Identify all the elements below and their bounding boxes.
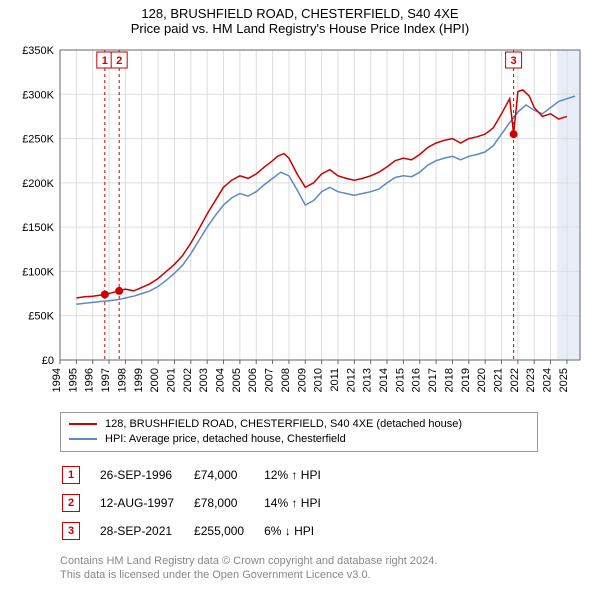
svg-text:2003: 2003 bbox=[198, 368, 210, 392]
svg-text:£150K: £150K bbox=[22, 222, 54, 234]
svg-text:2005: 2005 bbox=[231, 368, 243, 392]
svg-text:2021: 2021 bbox=[493, 368, 505, 392]
svg-text:2022: 2022 bbox=[509, 368, 521, 392]
sale-marker: 1 bbox=[62, 466, 80, 484]
svg-text:£350K: £350K bbox=[22, 45, 54, 57]
svg-text:2014: 2014 bbox=[378, 368, 390, 392]
svg-text:3: 3 bbox=[511, 55, 517, 67]
svg-text:2006: 2006 bbox=[247, 368, 259, 392]
svg-text:1: 1 bbox=[102, 55, 108, 67]
sale-price: £78,000 bbox=[194, 490, 262, 516]
svg-text:2020: 2020 bbox=[476, 368, 488, 392]
svg-text:2009: 2009 bbox=[296, 368, 308, 392]
svg-text:£50K: £50K bbox=[28, 311, 54, 323]
svg-text:2016: 2016 bbox=[411, 368, 423, 392]
sale-row: 3 28-SEP-2021£255,0006% ↓ HPI bbox=[62, 518, 339, 544]
svg-text:1997: 1997 bbox=[100, 368, 112, 392]
svg-text:2004: 2004 bbox=[215, 368, 227, 392]
svg-text:2012: 2012 bbox=[345, 368, 357, 392]
footnote: Contains HM Land Registry data © Crown c… bbox=[60, 554, 592, 583]
sale-date: 28-SEP-2021 bbox=[100, 518, 192, 544]
title-subtitle: Price paid vs. HM Land Registry's House … bbox=[8, 21, 592, 36]
svg-text:2017: 2017 bbox=[427, 368, 439, 392]
sale-marker: 2 bbox=[62, 494, 80, 512]
sales-table: 1 26-SEP-1996£74,00012% ↑ HPI 2 12-AUG-1997… bbox=[60, 460, 341, 546]
svg-text:2007: 2007 bbox=[264, 368, 276, 392]
sale-price: £74,000 bbox=[194, 462, 262, 488]
sale-row: 1 26-SEP-1996£74,00012% ↑ HPI bbox=[62, 462, 339, 488]
footnote-line: Contains HM Land Registry data © Crown c… bbox=[60, 554, 592, 568]
svg-text:£250K: £250K bbox=[22, 134, 54, 146]
legend-item: HPI: Average price, detached house, Ches… bbox=[69, 432, 529, 447]
svg-text:1998: 1998 bbox=[116, 368, 128, 392]
svg-text:2002: 2002 bbox=[182, 368, 194, 392]
sale-vs-hpi: 12% ↑ HPI bbox=[264, 462, 339, 488]
sale-date: 26-SEP-1996 bbox=[100, 462, 192, 488]
svg-text:2019: 2019 bbox=[460, 368, 472, 392]
svg-text:2025: 2025 bbox=[558, 368, 570, 392]
svg-text:1995: 1995 bbox=[67, 368, 79, 392]
svg-text:£0: £0 bbox=[42, 355, 54, 367]
svg-text:2008: 2008 bbox=[280, 368, 292, 392]
sale-marker: 3 bbox=[62, 522, 80, 540]
svg-text:1996: 1996 bbox=[84, 368, 96, 392]
legend-item: 128, BRUSHFIELD ROAD, CHESTERFIELD, S40 … bbox=[69, 417, 529, 432]
title-address: 128, BRUSHFIELD ROAD, CHESTERFIELD, S40 … bbox=[8, 6, 592, 21]
svg-text:2018: 2018 bbox=[443, 368, 455, 392]
svg-text:£200K: £200K bbox=[22, 178, 54, 190]
svg-text:£100K: £100K bbox=[22, 266, 54, 278]
svg-text:2023: 2023 bbox=[525, 368, 537, 392]
svg-text:2001: 2001 bbox=[165, 368, 177, 392]
sale-date: 12-AUG-1997 bbox=[100, 490, 192, 516]
svg-text:2015: 2015 bbox=[394, 368, 406, 392]
sale-vs-hpi: 14% ↑ HPI bbox=[264, 490, 339, 516]
price-chart: £0 £50K £100K £150K £200K £250K £300K £350K 1994… bbox=[8, 42, 592, 404]
sale-price: £255,000 bbox=[194, 518, 262, 544]
svg-text:2000: 2000 bbox=[149, 368, 161, 392]
svg-text:2011: 2011 bbox=[329, 368, 341, 392]
svg-text:2013: 2013 bbox=[362, 368, 374, 392]
svg-text:2010: 2010 bbox=[313, 368, 325, 392]
svg-text:£300K: £300K bbox=[22, 89, 54, 101]
svg-text:2024: 2024 bbox=[542, 368, 554, 392]
footnote-line: This data is licensed under the Open Gov… bbox=[60, 568, 592, 582]
legend-label: HPI: Average price, detached house, Ches… bbox=[105, 432, 346, 447]
svg-text:1999: 1999 bbox=[133, 368, 145, 392]
svg-text:1994: 1994 bbox=[51, 368, 63, 392]
sale-vs-hpi: 6% ↓ HPI bbox=[264, 518, 339, 544]
legend: 128, BRUSHFIELD ROAD, CHESTERFIELD, S40 … bbox=[60, 412, 538, 452]
legend-swatch bbox=[69, 423, 97, 425]
sale-row: 2 12-AUG-1997£78,00014% ↑ HPI bbox=[62, 490, 339, 516]
svg-text:2: 2 bbox=[116, 55, 122, 67]
legend-label: 128, BRUSHFIELD ROAD, CHESTERFIELD, S40 … bbox=[105, 417, 462, 432]
legend-swatch bbox=[69, 438, 97, 440]
